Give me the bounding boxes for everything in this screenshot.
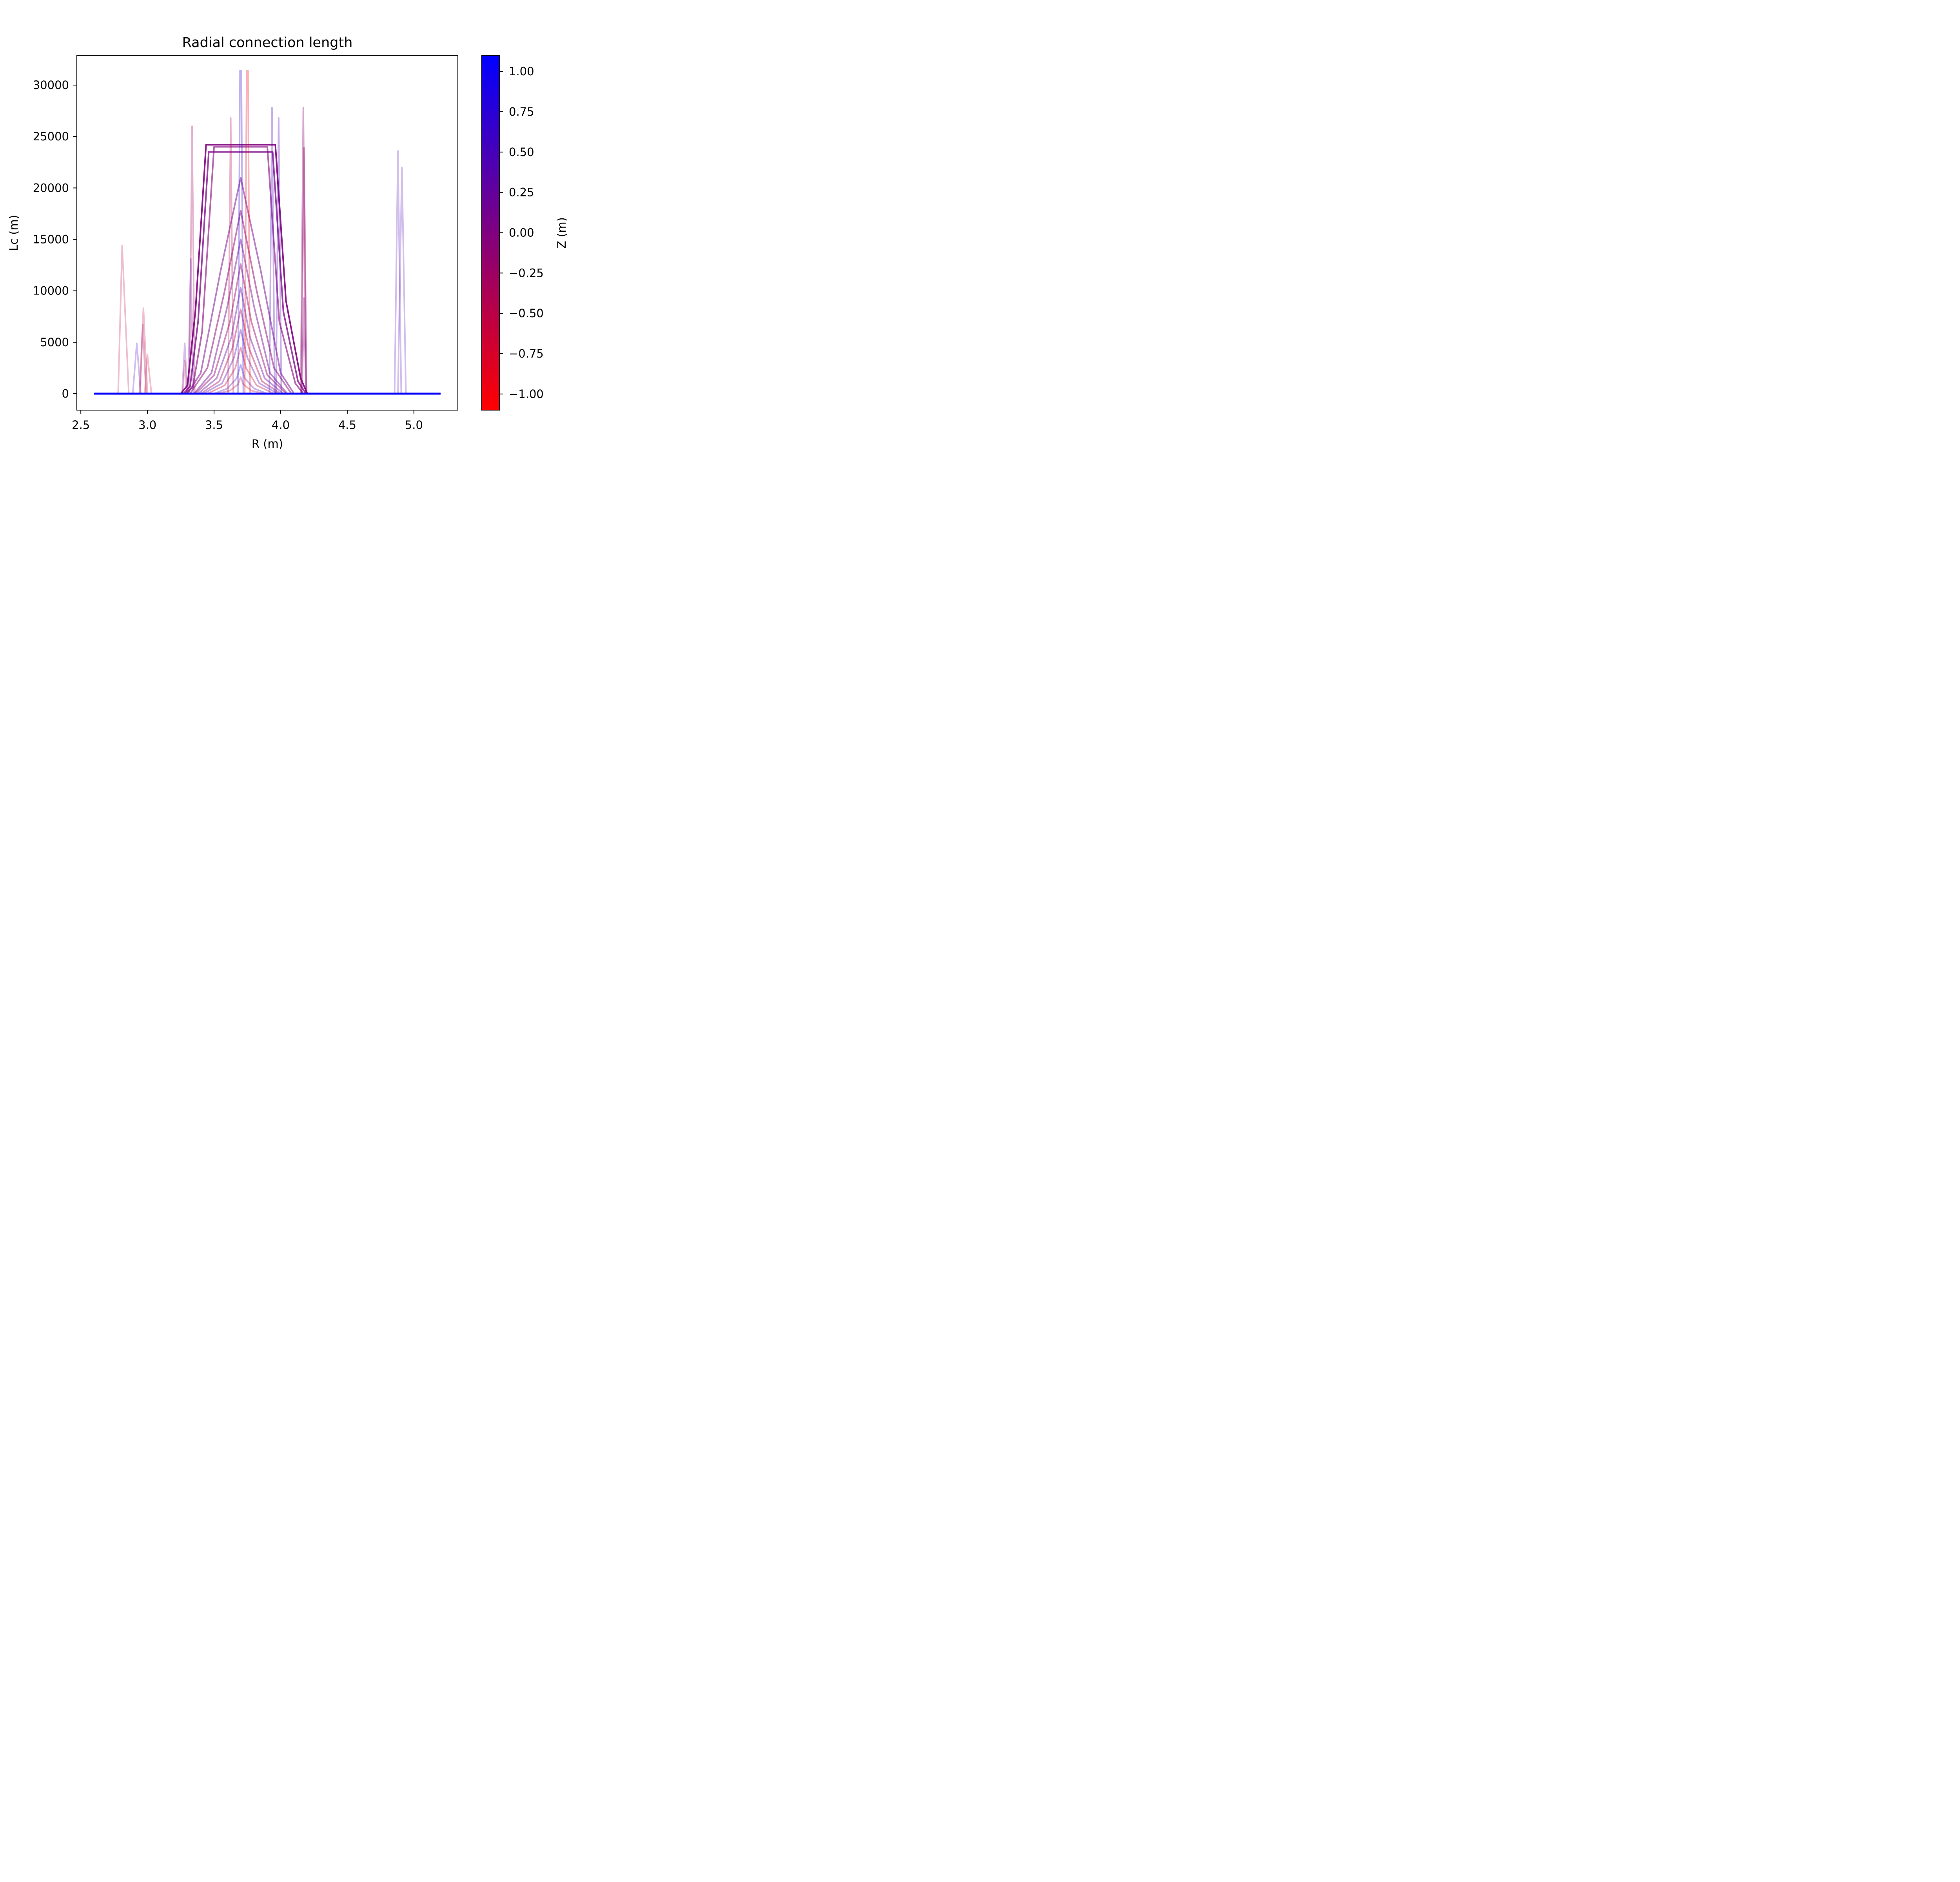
series-line-3 (94, 177, 441, 394)
series-line-9 (94, 329, 441, 394)
series-line-7 (94, 287, 441, 394)
colorbar-tick-label: −0.50 (509, 307, 544, 320)
series-line-10 (94, 347, 441, 394)
y-tick-label: 20000 (33, 181, 69, 194)
x-tick-label: 3.5 (205, 418, 223, 432)
chart: Radial connection length 2.5 3.0 3.5 4.0 4.5… (7, 35, 568, 451)
x-axis: 2.5 3.0 3.5 4.0 4.5 5.0 (72, 410, 423, 432)
colorbar-tick-label: 0.00 (509, 226, 534, 240)
y-axis-label: Lc (m) (7, 215, 20, 251)
series-line-12 (94, 376, 441, 394)
colorbar-label: Z (m) (555, 217, 568, 249)
colorbar-tick-label: −0.25 (509, 266, 544, 280)
series-line-13 (94, 70, 441, 394)
x-tick-label: 5.0 (405, 418, 423, 432)
colorbar-tick-label: −1.00 (509, 387, 544, 401)
series-line-1 (94, 151, 441, 394)
x-tick-label: 3.0 (138, 418, 156, 432)
colorbar-tick-label: 0.25 (509, 186, 534, 199)
colorbar-tick-label: 1.00 (509, 65, 534, 78)
y-axis: 0 5000 10000 15000 20000 25000 30000 (33, 78, 77, 400)
series-layer (94, 70, 441, 395)
y-tick-label: 25000 (33, 130, 69, 143)
y-tick-label: 10000 (33, 284, 69, 298)
colorbar-tick-label: 0.50 (509, 145, 534, 159)
series-line-8 (94, 308, 441, 394)
y-tick-label: 0 (62, 387, 69, 400)
x-axis-label: R (m) (252, 437, 283, 451)
series-line-5 (94, 238, 441, 394)
series-line-6 (94, 263, 441, 394)
series-line-14 (94, 70, 441, 394)
y-tick-label: 15000 (33, 233, 69, 246)
series-line-4 (94, 210, 441, 394)
x-tick-label: 4.0 (272, 418, 290, 432)
x-tick-label: 4.5 (338, 418, 356, 432)
colorbar-tick-label: 0.75 (509, 105, 534, 118)
y-tick-label: 5000 (40, 336, 69, 349)
y-tick-label: 30000 (33, 78, 69, 92)
colorbar (481, 55, 500, 411)
colorbar-tick-label: −0.75 (509, 347, 544, 360)
colorbar-ticks: −1.00 −0.75 −0.50 −0.25 0.00 0.25 0.50 0.75 1.00 (499, 65, 544, 401)
series-line-0 (94, 144, 441, 394)
chart-title: Radial connection length (182, 35, 353, 51)
series-line-11 (94, 364, 441, 394)
x-tick-label: 2.5 (72, 418, 90, 432)
plot-frame (76, 55, 458, 411)
